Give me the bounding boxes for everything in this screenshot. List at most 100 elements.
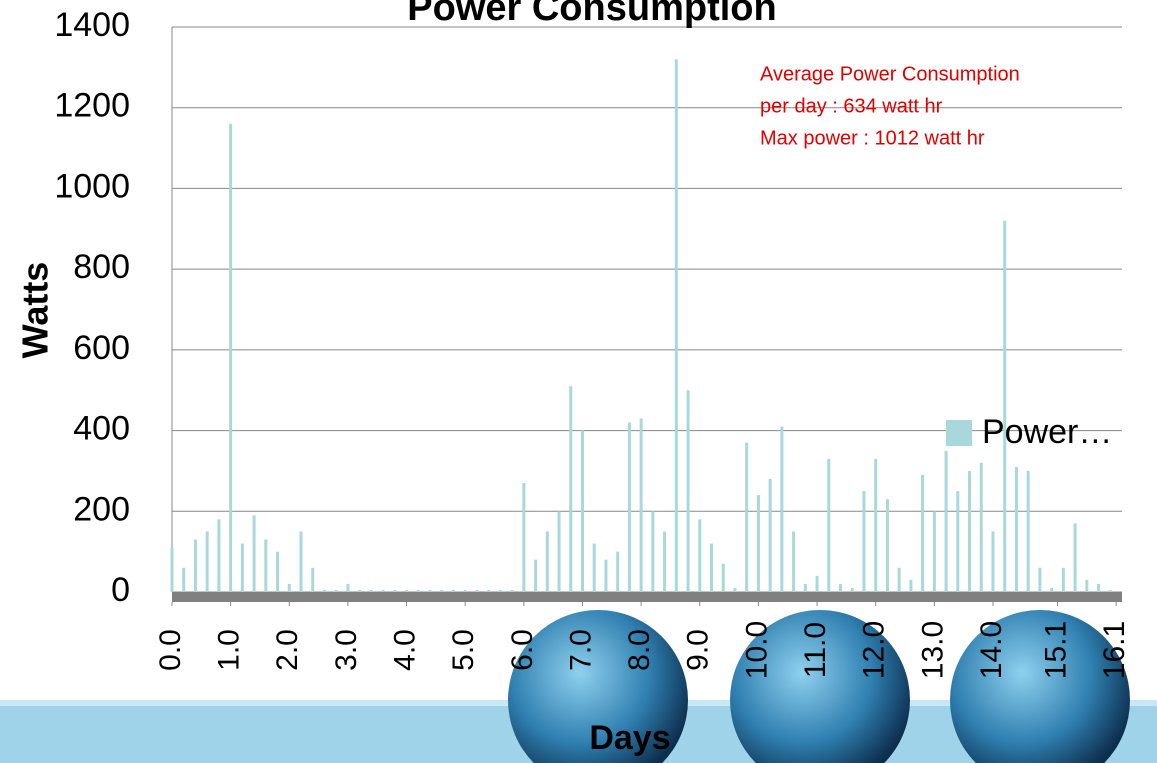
bar [370,590,373,592]
bar [839,584,842,592]
bar [675,59,678,592]
bar [1097,584,1100,592]
annotation: Max power : 1012 watt hr [760,127,985,149]
bar [464,590,467,592]
bar [1050,588,1053,592]
bar [745,443,748,592]
x-tick-label: 1.0 [213,629,246,671]
bar [909,580,912,592]
bar [417,590,420,592]
bar [440,590,443,592]
bar [722,564,725,592]
bar [241,544,244,592]
bar [816,576,819,592]
bar [311,568,314,592]
bar [1109,590,1112,592]
x-tick-label: 10.0 [740,621,773,679]
bar [522,483,525,592]
bar [206,531,209,592]
bar [769,479,772,592]
bar [616,552,619,592]
bar [288,584,291,592]
bar [687,390,690,592]
bar [429,590,432,592]
x-tick-label: 2.0 [271,629,304,671]
y-tick-label: 800 [73,248,130,286]
bar [546,531,549,592]
bar [827,459,830,592]
bar [475,590,478,592]
bar [956,491,959,592]
x-tick-label: 0.0 [154,629,187,671]
bar [171,548,174,592]
bar [593,544,596,592]
bar [194,540,197,592]
bar [804,584,807,592]
x-tick-label: 3.0 [330,629,363,671]
floor [172,592,1122,602]
bar [991,531,994,592]
bar [581,431,584,592]
legend-swatch [946,420,972,446]
y-tick-label: 200 [73,490,130,528]
legend-label: Power… [982,413,1112,451]
bar [1038,568,1041,592]
bar [980,463,983,592]
bar [733,588,736,592]
bar [851,588,854,592]
bar [217,519,220,592]
x-tick-label: 14.0 [975,621,1008,679]
bar [393,590,396,592]
bar [487,590,490,592]
annotation: per day : 634 watt hr [760,95,943,117]
bar [628,423,631,593]
x-tick-label: 12.0 [858,621,891,679]
bar [182,568,185,592]
y-tick-label: 1400 [54,6,130,44]
annotation: Average Power Consumption [760,63,1020,85]
x-tick-label: 13.0 [916,621,949,679]
page: {"chart_data": {"type": "bar", "title": … [0,0,1157,763]
bar [358,590,361,592]
bar [276,552,279,592]
bar [300,531,303,592]
bar [968,471,971,592]
bar [569,386,572,592]
x-axis-title: Days [589,719,670,757]
x-tick-label: 11.0 [799,622,832,678]
bar [511,590,514,592]
bar [1074,523,1077,592]
x-tick-label: 8.0 [623,629,656,671]
x-tick-label: 16.1 [1098,621,1131,679]
bar [229,124,232,592]
bar [382,590,385,592]
bar [604,560,607,592]
y-tick-label: 1000 [54,167,130,205]
bar [640,418,643,592]
bar [1062,568,1065,592]
bar [780,427,783,592]
bar [663,531,666,592]
bar [757,495,760,592]
bar [405,590,408,592]
bar [1003,221,1006,592]
bar [933,511,936,592]
y-axis-title: Watts [15,262,56,359]
bar [862,491,865,592]
bar [651,511,654,592]
bar [499,590,502,592]
bar [792,531,795,592]
bar [1015,467,1018,592]
bar [874,459,877,592]
bar [898,568,901,592]
bar [323,590,326,592]
y-tick-label: 400 [73,410,130,448]
bar [558,511,561,592]
bar [945,451,948,592]
x-tick-label: 6.0 [506,629,539,671]
bar [253,515,256,592]
x-tick-label: 4.0 [388,629,421,671]
bar [534,560,537,592]
bar [335,590,338,592]
y-tick-label: 600 [73,329,130,367]
